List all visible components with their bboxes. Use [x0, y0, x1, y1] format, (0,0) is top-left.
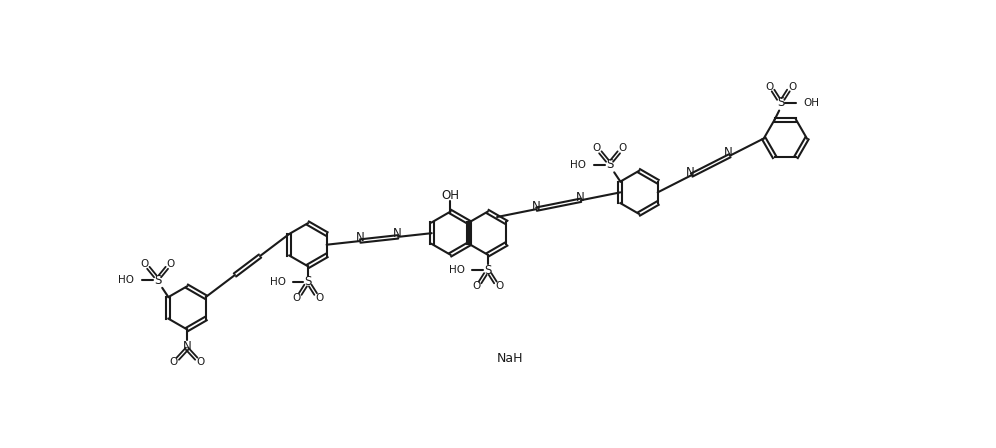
- Text: O: O: [593, 143, 601, 154]
- Text: O: O: [292, 293, 301, 303]
- Text: N: N: [686, 166, 694, 179]
- Text: N: N: [393, 227, 402, 240]
- Text: S: S: [154, 274, 161, 287]
- Text: O: O: [316, 293, 324, 303]
- Text: N: N: [356, 232, 365, 245]
- Text: O: O: [166, 259, 175, 269]
- Text: O: O: [170, 357, 178, 367]
- Text: S: S: [777, 96, 785, 109]
- Text: N: N: [532, 200, 540, 213]
- Text: O: O: [472, 281, 480, 291]
- Text: N: N: [182, 340, 191, 353]
- Text: O: O: [765, 82, 773, 92]
- Text: HO: HO: [119, 275, 134, 285]
- Text: O: O: [788, 82, 797, 92]
- Text: N: N: [576, 191, 585, 204]
- Text: S: S: [606, 158, 614, 171]
- Text: N: N: [724, 146, 733, 159]
- Text: O: O: [619, 143, 626, 154]
- Text: HO: HO: [449, 265, 465, 275]
- Text: OH: OH: [441, 189, 459, 202]
- Text: S: S: [304, 275, 312, 288]
- Text: NaH: NaH: [497, 352, 524, 365]
- Text: OH: OH: [804, 98, 820, 108]
- Text: HO: HO: [270, 277, 286, 287]
- Text: O: O: [140, 259, 148, 269]
- Text: HO: HO: [571, 159, 587, 170]
- Text: O: O: [495, 281, 503, 291]
- Text: S: S: [484, 263, 491, 276]
- Text: O: O: [196, 357, 204, 367]
